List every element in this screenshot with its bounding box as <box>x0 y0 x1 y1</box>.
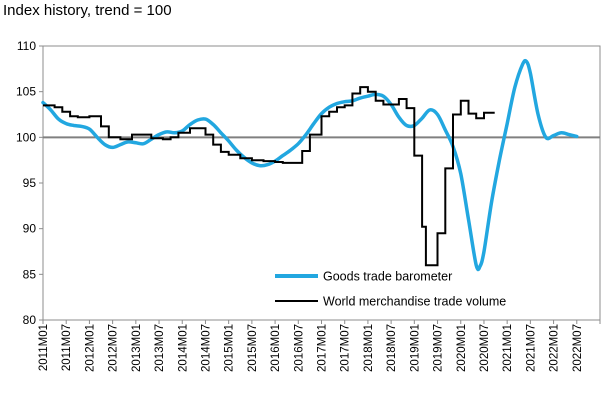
x-tick-label: 2020M01 <box>456 324 468 372</box>
x-tick-label: 2016M07 <box>293 324 305 372</box>
x-tick-label: 2011M07 <box>61 324 73 371</box>
x-tick-label: 2011M01 <box>38 324 50 371</box>
x-tick-label: 2018M01 <box>363 324 375 372</box>
x-tick-label: 2019M01 <box>409 324 421 372</box>
x-tick-label: 2012M01 <box>84 324 96 372</box>
x-tick-label: 2022M01 <box>549 324 561 372</box>
x-tick-label: 2016M01 <box>270 324 282 372</box>
x-tick-label: 2013M07 <box>154 324 166 372</box>
x-tick-label: 2012M07 <box>108 324 120 372</box>
x-tick-label: 2021M01 <box>502 324 514 372</box>
x-tick-label: 2013M01 <box>131 324 143 372</box>
y-tick-label: 105 <box>16 85 36 99</box>
x-tick-label: 2014M07 <box>200 324 212 372</box>
legend-label-barometer: Goods trade barometer <box>323 270 452 284</box>
legend-label-volume: World merchandise trade volume <box>323 295 506 309</box>
x-tick-label: 2021M07 <box>525 324 537 372</box>
x-tick-label: 2014M01 <box>177 324 189 372</box>
y-tick-label: 85 <box>23 267 37 281</box>
x-tick-label: 2015M07 <box>247 324 259 372</box>
series-world-merchandise-trade-volume <box>43 86 495 267</box>
x-tick-label: 2020M07 <box>479 324 491 372</box>
x-tick-label: 2022M07 <box>572 324 584 372</box>
y-tick-label: 80 <box>23 313 37 327</box>
y-tick-label: 110 <box>17 39 36 53</box>
x-tick-label: 2015M01 <box>224 324 236 372</box>
x-tick-label: 2018M07 <box>386 324 398 372</box>
y-tick-label: 95 <box>23 176 37 190</box>
y-tick-label: 90 <box>23 222 37 236</box>
series-goods-trade-barometer <box>41 58 579 272</box>
x-tick-label: 2019M07 <box>433 324 445 372</box>
x-tick-label: 2017M01 <box>317 324 329 372</box>
chart-title: Index history, trend = 100 <box>3 2 172 19</box>
y-tick-label: 100 <box>16 130 36 144</box>
x-tick-label: 2017M07 <box>340 324 352 372</box>
